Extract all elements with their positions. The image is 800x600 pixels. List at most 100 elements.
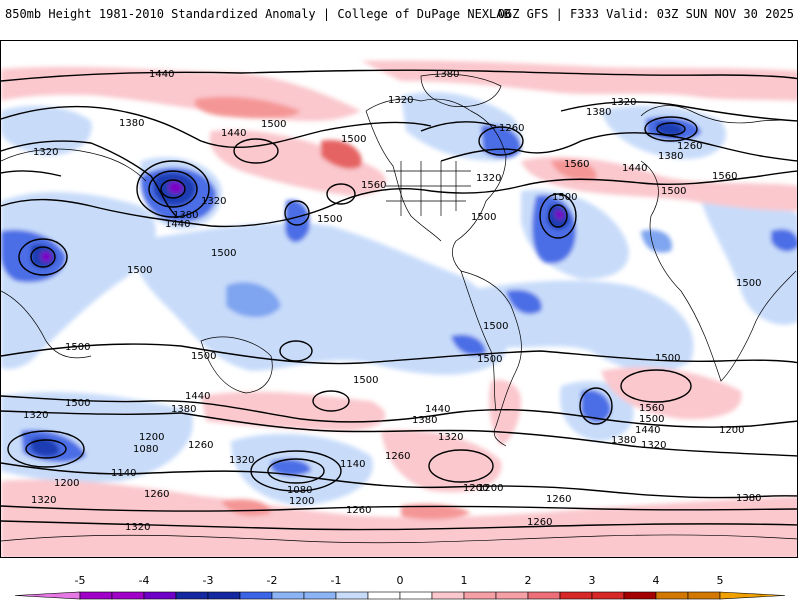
contour-label: 1440 xyxy=(425,404,450,415)
colorbar-segment xyxy=(399,591,433,600)
contour-label: 1200 xyxy=(54,478,79,489)
colorbar-tick-label: -4 xyxy=(139,574,150,587)
map-title: 850mb Height 1981-2010 Standardized Anom… xyxy=(5,7,511,21)
colorbar-tick-label: 2 xyxy=(525,574,532,587)
contour-label: 1500 xyxy=(483,321,508,332)
colorbar-segment xyxy=(495,591,529,600)
colorbar-segment xyxy=(559,591,593,600)
contour-label: 1560 xyxy=(564,159,589,170)
contour-label: 1320 xyxy=(23,410,48,421)
colorbar-tick-label: 1 xyxy=(461,574,468,587)
contour-label: 1440 xyxy=(622,163,647,174)
contour-label: 1500 xyxy=(211,248,236,259)
colorbar-strip xyxy=(14,591,786,600)
contour-label: 1500 xyxy=(661,186,686,197)
contour-label: 1500 xyxy=(65,398,90,409)
colorbar-tick-label: 4 xyxy=(653,574,660,587)
contour-label: 1560 xyxy=(639,403,664,414)
contour-label: 1200 xyxy=(289,496,314,507)
contour-label: 1320 xyxy=(611,97,636,108)
anomaly-shading xyxy=(1,60,797,557)
colorbar-segment xyxy=(239,591,273,600)
anomaly-map: 1440 1380 1320 1380 1320 1380 1320 1500 … xyxy=(1,60,797,557)
colorbar-segment xyxy=(14,591,81,600)
contour-label: 1380 xyxy=(171,404,196,415)
colorbar-segment xyxy=(111,591,145,600)
contour-label: 1200 xyxy=(719,425,744,436)
colorbar-segment xyxy=(431,591,465,600)
contour-label: 1440 xyxy=(635,425,660,436)
contour-label: 1320 xyxy=(641,440,666,451)
contour-label: 1380 xyxy=(119,118,144,129)
colorbar-segment xyxy=(655,591,689,600)
contour-label: 1500 xyxy=(353,375,378,386)
contour-label: 1260 xyxy=(546,494,571,505)
colorbar-segment xyxy=(719,591,786,600)
contour-label: 1500 xyxy=(261,119,286,130)
contour-label: 1260 xyxy=(499,123,524,134)
contour-label: 1440 xyxy=(149,69,174,80)
contour-label: 1380 xyxy=(412,415,437,426)
contour-label: 1200 xyxy=(478,483,503,494)
colorbar-tick-label: 0 xyxy=(397,574,404,587)
contour-label: 1380 xyxy=(173,210,198,221)
contour-label: 1440 xyxy=(221,128,246,139)
contour-labels: 1440 1380 1320 1380 1320 1380 1320 1500 … xyxy=(23,69,761,533)
anomaly-colorbar: -5 -4 -3 -2 -1 0 1 2 3 4 5 xyxy=(14,574,786,600)
contour-label: 1500 xyxy=(552,192,577,203)
contour-label: 1200 xyxy=(463,483,488,494)
colorbar-segment xyxy=(271,591,305,600)
model-valid-time: 06Z GFS | F333 Valid: 03Z SUN NOV 30 202… xyxy=(497,7,794,21)
contour-label: 1260 xyxy=(527,517,552,528)
contour-label: 1320 xyxy=(33,147,58,158)
contour-label: 1560 xyxy=(361,180,386,191)
contour-label: 1320 xyxy=(438,432,463,443)
colorbar-tick-label: -1 xyxy=(331,574,342,587)
contour-label: 1260 xyxy=(188,440,213,451)
colorbar-segment xyxy=(687,591,721,600)
colorbar-tick-label: -3 xyxy=(203,574,214,587)
colorbar-segment xyxy=(367,591,401,600)
colorbar-segment xyxy=(79,591,113,600)
contour-label: 1500 xyxy=(477,354,502,365)
colorbar-segment xyxy=(463,591,497,600)
contour-label: 1260 xyxy=(677,141,702,152)
contour-label: 1560 xyxy=(712,171,737,182)
map-panel: 1440 1380 1320 1380 1320 1380 1320 1500 … xyxy=(0,40,798,558)
contour-label: 1260 xyxy=(385,451,410,462)
contour-label: 1320 xyxy=(201,196,226,207)
contour-label: 1380 xyxy=(658,151,683,162)
contour-label: 1500 xyxy=(655,353,680,364)
contour-label: 1320 xyxy=(229,455,254,466)
contour-label: 1260 xyxy=(346,505,371,516)
contour-label: 1500 xyxy=(191,351,216,362)
colorbar-segment xyxy=(623,591,657,600)
colorbar-segment xyxy=(207,591,241,600)
colorbar-segment xyxy=(591,591,625,600)
contour-label: 1380 xyxy=(611,435,636,446)
colorbar-tick-label: 3 xyxy=(589,574,596,587)
contour-label: 1500 xyxy=(317,214,342,225)
contour-label: 1320 xyxy=(125,522,150,533)
contour-label: 1440 xyxy=(185,391,210,402)
contour-label: 1500 xyxy=(639,414,664,425)
colorbar-tick-label: -5 xyxy=(75,574,86,587)
colorbar-segment xyxy=(175,591,209,600)
contour-label: 1500 xyxy=(65,342,90,353)
contour-label: 1380 xyxy=(434,69,459,80)
contour-label: 1440 xyxy=(165,219,190,230)
contour-label: 1140 xyxy=(340,459,365,470)
contour-label: 1500 xyxy=(341,134,366,145)
colorbar-segment xyxy=(527,591,561,600)
contour-label: 1260 xyxy=(144,489,169,500)
colorbar-segment xyxy=(335,591,369,600)
colorbar-tick-label: 5 xyxy=(717,574,724,587)
contour-label: 1500 xyxy=(736,278,761,289)
colorbar-segment xyxy=(143,591,177,600)
contour-label: 1140 xyxy=(111,468,136,479)
contour-label: 1500 xyxy=(471,212,496,223)
colorbar-segment xyxy=(303,591,337,600)
contour-label: 1080 xyxy=(287,485,312,496)
height-contours xyxy=(1,69,797,531)
contour-label: 1380 xyxy=(736,493,761,504)
